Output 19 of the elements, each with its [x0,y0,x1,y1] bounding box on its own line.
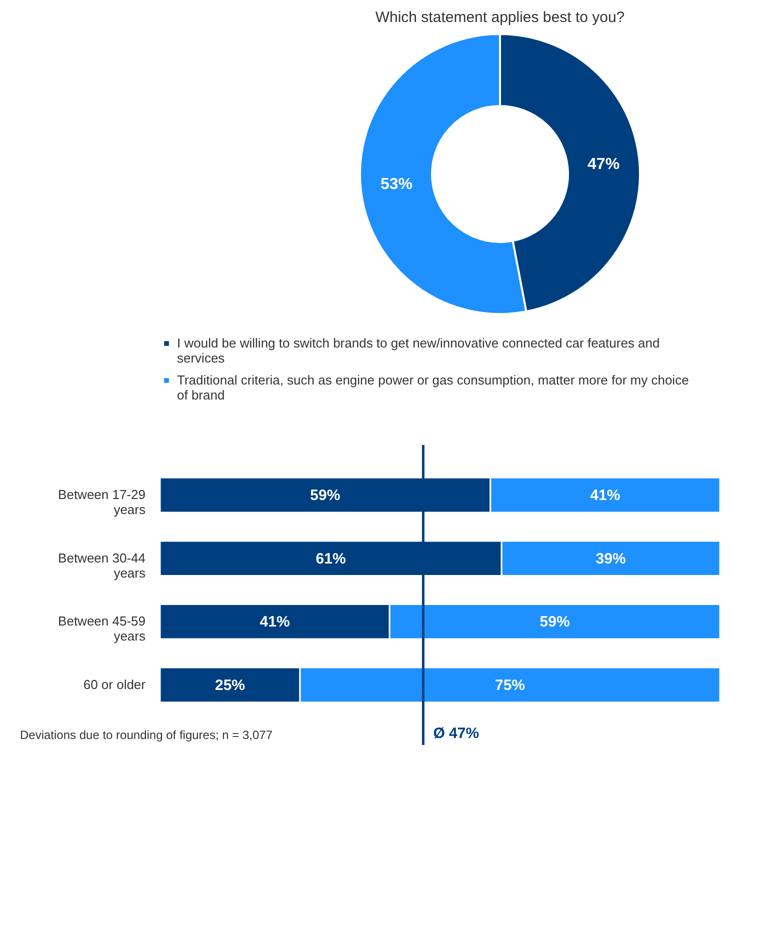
chart-title: Which statement applies best to you? [375,9,625,26]
data-label: 59% [310,487,340,504]
data-label: 41% [590,487,620,504]
legend-label: Traditional criteria, such as engine power or gas consumption, matter more for my choice of brand [177,372,689,402]
annotation: Deviations due to rounding of figures; n = 3,077 [20,728,273,742]
data-label: 39% [596,550,626,568]
y-tick-label: Between 17-29 years [58,487,146,518]
data-label: 59% [540,614,570,631]
legend-label: I would be willing to switch brands to get new/innovative connected car features and services [177,336,660,366]
data-label: 47% [588,156,620,174]
y-tick-label: Between 30-44 years [58,550,146,580]
data-label: 25% [214,676,246,694]
data-label: 75% [494,676,526,694]
data-label: 53% [380,176,412,193]
y-tick-label: Between 45-59 years [58,614,146,644]
y-tick-label: 60 or older [83,676,146,692]
data-label: 61% [316,550,346,568]
ref-line-label: Ø 47% [433,725,480,742]
data-label: 41% [260,614,290,631]
